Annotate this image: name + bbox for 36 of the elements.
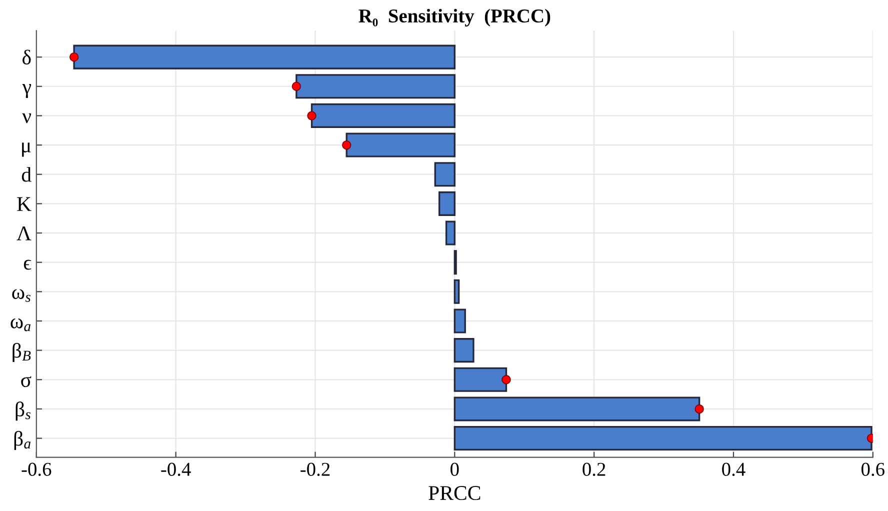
x-tick-label: 0.4 xyxy=(722,462,746,476)
bar xyxy=(296,74,456,99)
x-tick-label: 0.6 xyxy=(861,462,884,476)
y-tick-label: K xyxy=(17,197,32,211)
y-tick-label: d xyxy=(22,167,32,182)
bar xyxy=(434,162,456,187)
y-tick-label: β$_{B}$ xyxy=(12,342,31,362)
x-tick-label: -0.6 xyxy=(22,462,52,476)
y-tick-label: ω$_{a}$ xyxy=(10,318,31,332)
y-tick-label: σ xyxy=(21,376,32,388)
bar xyxy=(454,338,474,363)
y-tick-label: β$_{s}$ xyxy=(16,402,30,421)
x-axis-title: PRCC xyxy=(428,486,480,500)
bar xyxy=(454,396,700,422)
bar xyxy=(73,44,456,70)
y-tick-label: ω$_{s}$ xyxy=(12,289,30,302)
bar xyxy=(445,220,456,246)
bar xyxy=(454,367,508,392)
x-tick-label: 0 xyxy=(450,462,459,476)
y-tick-label: γ xyxy=(22,84,32,98)
bar xyxy=(346,132,456,158)
y-tick-label: μ xyxy=(22,142,31,157)
y-tick-label: ν xyxy=(22,113,32,124)
bar xyxy=(310,103,456,128)
y-tick-label: δ xyxy=(22,50,31,64)
bar xyxy=(438,191,456,216)
bar xyxy=(454,308,466,334)
bar xyxy=(454,426,872,451)
y-tick-label: β$_{a}$ xyxy=(14,430,31,450)
x-tick-label: -0.4 xyxy=(161,462,191,476)
x-tick-label: 0.2 xyxy=(582,462,606,476)
y-tick-label: ϵ xyxy=(24,260,32,270)
x-tick-label: -0.2 xyxy=(300,462,330,476)
chart-title: R₀ Sensitivity (PRCC) xyxy=(358,8,550,27)
y-tick-label: Λ xyxy=(16,226,32,240)
bar xyxy=(454,279,460,304)
